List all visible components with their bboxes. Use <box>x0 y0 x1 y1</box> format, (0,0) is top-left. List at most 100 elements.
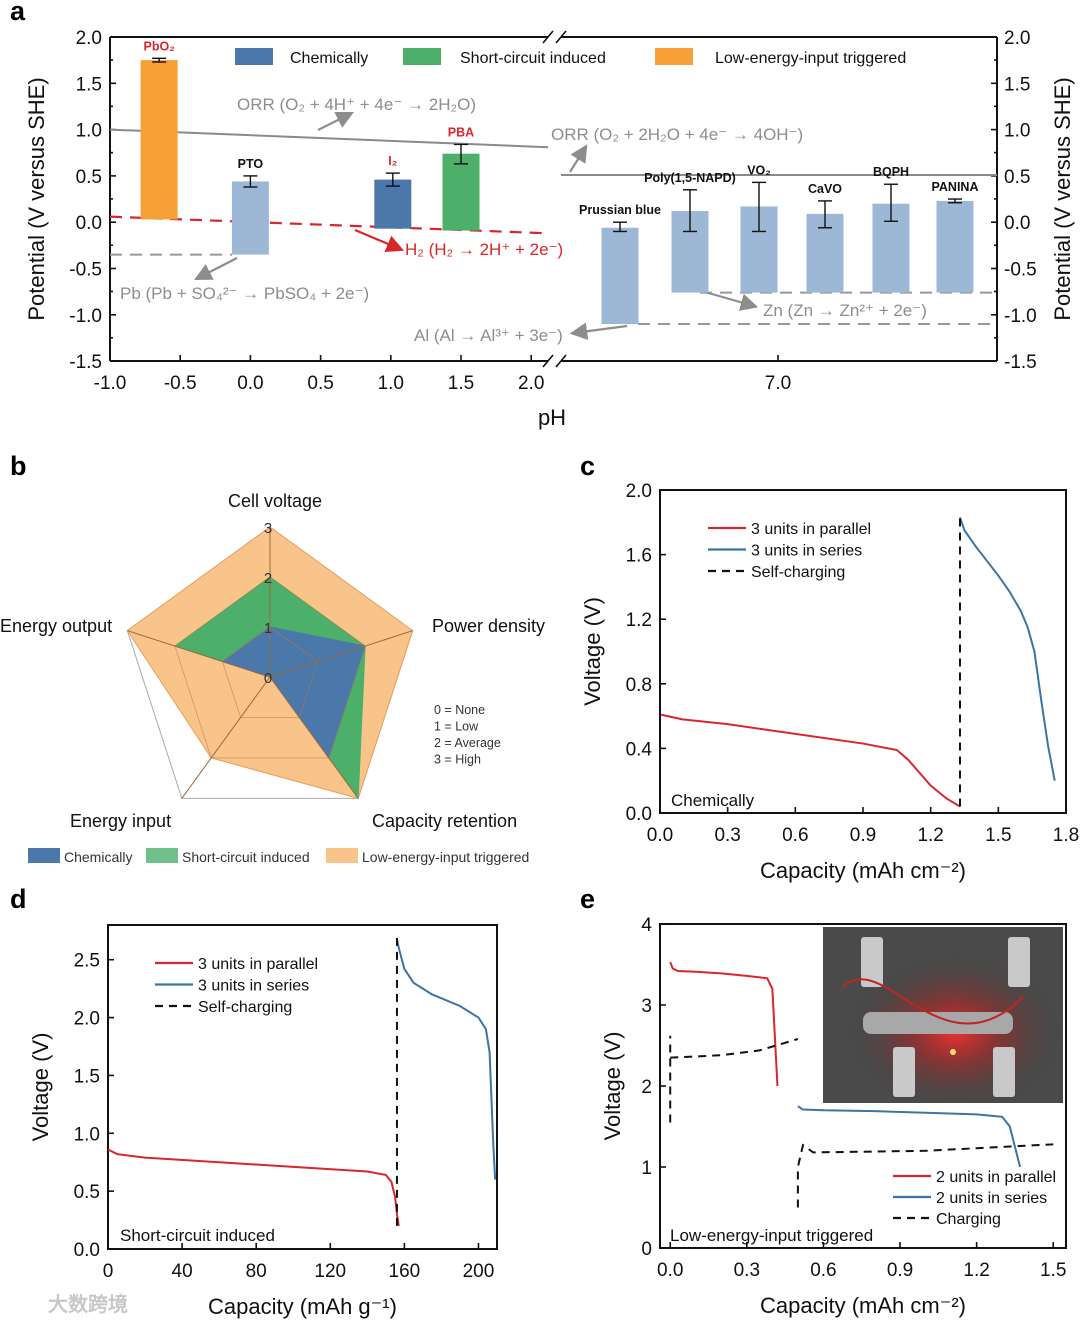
legend-label: Low-energy-input triggered <box>362 849 529 865</box>
y-tick-label: 1.0 <box>76 121 102 142</box>
x-tick-label: 0.0 <box>657 1260 683 1281</box>
panel-d: 0 40 80 120 160 200 0.0 0.5 1.0 1.5 2.0 2.5 Capacity… <box>28 924 498 1319</box>
legend-label: Low-energy-input triggered <box>715 50 906 67</box>
x-tick-label: 160 <box>389 1261 421 1282</box>
series-line-1 <box>395 938 497 1180</box>
led-icon <box>950 1049 956 1055</box>
radar-axis-label: Power density <box>432 616 545 636</box>
series-charging-line <box>796 1143 1054 1208</box>
y-tick-label-right: -1.5 <box>1004 352 1037 373</box>
bar-label: BQPH <box>873 165 909 179</box>
legend-label: 2 units in series <box>936 1190 1047 1207</box>
photo-wire <box>842 978 1024 1025</box>
bar <box>442 153 480 231</box>
bar <box>231 181 269 255</box>
x-tick-label: 1.2 <box>917 825 943 846</box>
legend-label: 2 units in parallel <box>936 1169 1056 1186</box>
y-tick-label-right: -1.0 <box>1004 306 1037 327</box>
legend-label: Self-charging <box>198 999 292 1016</box>
annotation-arrow <box>569 322 628 340</box>
y-tick-label: 0 <box>641 1239 652 1260</box>
x-axis-title: Capacity (mAh cm⁻²) <box>760 1293 966 1318</box>
legend-label: 3 units in parallel <box>198 956 318 973</box>
x-tick-label: 1.8 <box>1053 825 1079 846</box>
x-tick-label: 120 <box>314 1261 346 1282</box>
radar-axis <box>269 676 359 799</box>
y-tick-label-right: 2.0 <box>1004 28 1030 49</box>
legend-label: 3 units in series <box>198 978 309 995</box>
legend-swatch <box>326 848 358 863</box>
bar-label: PbO₂ <box>144 39 175 53</box>
x-tick-label: 1.0 <box>378 373 404 394</box>
panel-label-b: b <box>10 451 27 481</box>
y-tick-label: 1 <box>641 1158 652 1179</box>
radar-scale-key: 0 = None <box>434 703 485 717</box>
bar <box>601 227 639 325</box>
panel-annotation: Chemically <box>671 791 755 810</box>
x-tick-label: 0 <box>103 1261 114 1282</box>
legend-swatch <box>403 48 441 65</box>
annotation-arrow <box>317 112 354 131</box>
panel-label-a: a <box>10 0 26 26</box>
x-tick-label: 0.9 <box>850 825 876 846</box>
h2-label: H₂ (H₂ → 2H⁺ + 2e⁻) <box>405 240 563 259</box>
y-tick-label: 3 <box>641 996 652 1017</box>
x-tick-label: 0.9 <box>887 1260 913 1281</box>
bar <box>140 60 178 220</box>
x-tick-label: 40 <box>172 1261 193 1282</box>
y-tick-label: 2.5 <box>74 951 100 972</box>
x-tick-label: -0.5 <box>164 373 197 394</box>
bar <box>936 200 974 293</box>
y-tick-label: 4 <box>641 915 652 936</box>
series-line-0 <box>659 713 961 808</box>
photo-battery-unit <box>861 937 883 987</box>
plot-frame <box>659 489 1067 814</box>
y-tick-label: -0.5 <box>69 260 102 281</box>
y-tick-label: 1.0 <box>74 1124 100 1145</box>
photo-battery-unit <box>993 1047 1015 1097</box>
legend-label: 3 units in series <box>751 543 862 560</box>
y-axis-title: Voltage (V) <box>580 597 605 706</box>
series-line-0 <box>107 1148 400 1227</box>
radar-scale-key: 3 = High <box>434 753 481 767</box>
x-tick-label: 0.3 <box>714 825 740 846</box>
panel-label-c: c <box>580 451 595 481</box>
y-tick-label-right: 1.5 <box>1004 74 1030 95</box>
radar-scale-key: 2 = Average <box>434 736 501 750</box>
radar-axis-label: Capacity retention <box>372 811 517 831</box>
x-tick-label: 1.2 <box>963 1260 989 1281</box>
series-charging-line <box>670 1038 799 1059</box>
radar-scale-label: 2 <box>264 570 272 587</box>
annotation-arrow <box>194 257 238 281</box>
bar-label: VO₂ <box>747 163 771 177</box>
y-tick-label: 0.0 <box>76 213 102 234</box>
x-tick-label: 0.6 <box>782 825 808 846</box>
annotation-arrow <box>569 144 588 173</box>
pb-label: Pb (Pb + SO₄²⁻ → PbSO₄ + 2e⁻) <box>120 284 369 303</box>
legend-label: 3 units in parallel <box>751 521 871 538</box>
legend-label: Charging <box>936 1211 1001 1228</box>
y-tick-label: 1.5 <box>76 74 102 95</box>
radar-scale-key: 1 = Low <box>434 720 479 734</box>
y-tick-label: 0.4 <box>626 739 653 760</box>
legend-swatch <box>146 848 178 863</box>
y-tick-label: 2.0 <box>74 1009 100 1030</box>
y-tick-label: 1.2 <box>626 610 652 631</box>
legend-label: Short-circuit induced <box>460 50 606 67</box>
panel-e: 0.0 0.3 0.6 0.9 1.2 1.5 0 1 2 3 4 Capacity (mAh cm⁻… <box>600 915 1067 1318</box>
x-tick-label: 1.5 <box>1040 1260 1066 1281</box>
legend-label: Chemically <box>290 50 368 67</box>
y-tick-label: 1.5 <box>74 1066 100 1087</box>
axis-break-mark <box>542 354 554 368</box>
panel-annotation: Short-circuit induced <box>120 1226 275 1245</box>
y-tick-label-right: 0.5 <box>1004 167 1030 188</box>
x-tick-label: -1.0 <box>94 373 127 394</box>
y-tick-label: 0.5 <box>74 1182 100 1203</box>
series-line-1 <box>797 1105 1022 1168</box>
orr-acid-line <box>109 128 549 149</box>
y-tick-label: -1.0 <box>69 306 102 327</box>
panel-c: 0.0 0.3 0.6 0.9 1.2 1.5 1.8 0.0 0.4 0.8 1.2 1.6 2.0 C… <box>580 481 1079 883</box>
x-tick-label: 200 <box>463 1261 495 1282</box>
bar-label: PANINA <box>932 180 979 194</box>
